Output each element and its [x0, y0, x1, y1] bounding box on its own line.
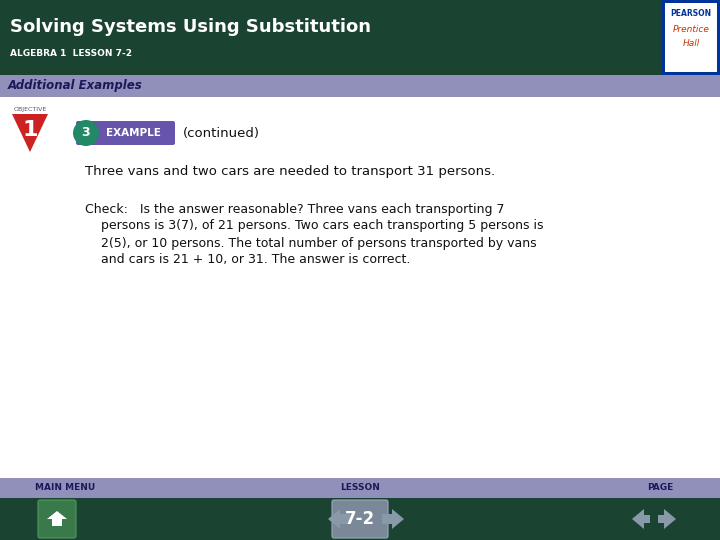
Text: (continued): (continued) — [183, 126, 260, 139]
Polygon shape — [632, 509, 650, 529]
Polygon shape — [658, 509, 676, 529]
FancyBboxPatch shape — [0, 498, 720, 540]
Text: Three vans and two cars are needed to transport 31 persons.: Three vans and two cars are needed to tr… — [85, 165, 495, 178]
Text: Solving Systems Using Substitution: Solving Systems Using Substitution — [10, 18, 371, 36]
Polygon shape — [382, 509, 404, 529]
FancyBboxPatch shape — [662, 0, 720, 75]
Text: 2(5), or 10 persons. The total number of persons transported by vans: 2(5), or 10 persons. The total number of… — [85, 237, 536, 249]
FancyBboxPatch shape — [0, 75, 720, 97]
FancyBboxPatch shape — [0, 97, 720, 478]
Polygon shape — [12, 114, 48, 152]
Text: ALGEBRA 1  LESSON 7-2: ALGEBRA 1 LESSON 7-2 — [10, 49, 132, 57]
Text: 7-2: 7-2 — [345, 510, 375, 528]
Text: PAGE: PAGE — [647, 483, 673, 492]
Text: MAIN MENU: MAIN MENU — [35, 483, 95, 492]
FancyBboxPatch shape — [665, 3, 717, 72]
Polygon shape — [47, 511, 67, 526]
Text: Check:   Is the answer reasonable? Three vans each transporting 7: Check: Is the answer reasonable? Three v… — [85, 202, 505, 215]
Text: Prentice: Prentice — [672, 25, 709, 35]
FancyBboxPatch shape — [0, 0, 720, 75]
FancyBboxPatch shape — [0, 478, 720, 498]
Text: EXAMPLE: EXAMPLE — [106, 128, 161, 138]
Circle shape — [73, 120, 99, 146]
Text: and cars is 21 + 10, or 31. The answer is correct.: and cars is 21 + 10, or 31. The answer i… — [85, 253, 410, 267]
Text: Hall: Hall — [683, 39, 700, 49]
FancyBboxPatch shape — [38, 500, 76, 538]
Polygon shape — [328, 509, 350, 529]
Text: LESSON: LESSON — [340, 483, 380, 492]
FancyBboxPatch shape — [332, 500, 388, 538]
Text: 1: 1 — [22, 120, 37, 140]
Text: PEARSON: PEARSON — [670, 10, 711, 18]
Text: OBJECTIVE: OBJECTIVE — [14, 107, 48, 112]
Text: Additional Examples: Additional Examples — [8, 79, 143, 92]
Text: persons is 3(7), of 21 persons. Two cars each transporting 5 persons is: persons is 3(7), of 21 persons. Two cars… — [85, 219, 544, 233]
Text: 3: 3 — [81, 126, 90, 139]
FancyBboxPatch shape — [76, 121, 175, 145]
